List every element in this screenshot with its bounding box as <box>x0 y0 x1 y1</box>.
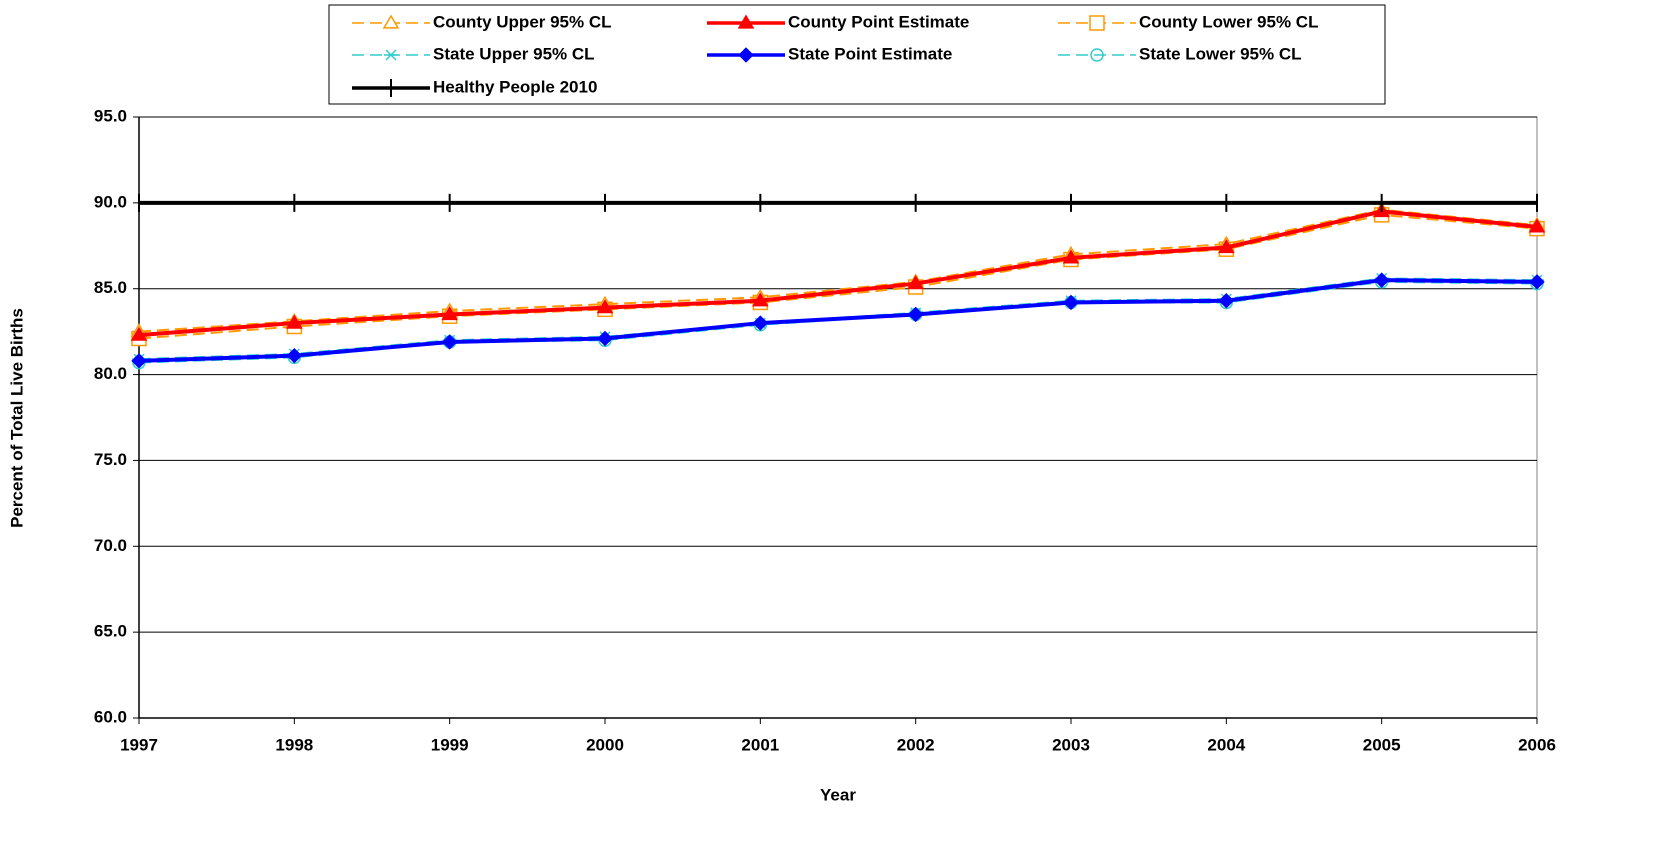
series-line <box>138 208 1538 333</box>
legend-item: State Lower 95% CL <box>1058 44 1302 63</box>
legend-item: State Point Estimate <box>707 44 952 63</box>
marker <box>907 306 924 323</box>
marker <box>752 315 769 331</box>
marker <box>382 14 400 29</box>
y-tick-label: 85.0 <box>94 278 127 297</box>
legend-label: County Point Estimate <box>788 12 969 31</box>
y-tick-label: 75.0 <box>94 450 127 469</box>
legend-label: State Point Estimate <box>788 44 952 63</box>
x-tick-label: 2005 <box>1363 735 1401 754</box>
marker <box>1090 48 1104 62</box>
y-tick-label: 90.0 <box>94 192 127 211</box>
marker <box>737 14 755 29</box>
marker <box>907 275 924 290</box>
legend-box <box>328 4 1386 105</box>
x-tick-label: 1998 <box>275 735 313 754</box>
legend-label: State Upper 95% CL <box>433 44 595 63</box>
legend-label: Healthy People 2010 <box>433 77 597 96</box>
x-tick-label: 2000 <box>586 735 624 754</box>
marker <box>1218 293 1235 309</box>
marker <box>738 47 754 63</box>
plot-area <box>138 116 1538 719</box>
legend-item: County Point Estimate <box>707 12 969 31</box>
y-tick-label: 80.0 <box>94 364 127 383</box>
marker <box>286 314 303 329</box>
legend-item: County Upper 95% CL <box>352 12 612 31</box>
y-tick-label: 60.0 <box>94 707 127 726</box>
marker <box>384 49 398 61</box>
marker <box>1528 218 1546 233</box>
y-tick-label: 65.0 <box>94 622 127 641</box>
marker <box>131 353 147 369</box>
y-tick-label: 95.0 <box>94 106 127 125</box>
series <box>130 202 1546 341</box>
x-tick-label: 2006 <box>1518 735 1556 754</box>
legend-label: State Lower 95% CL <box>1139 44 1302 63</box>
marker <box>130 326 148 341</box>
marker <box>1063 294 1079 311</box>
series <box>138 193 1538 212</box>
series <box>131 272 1545 369</box>
marker <box>1529 274 1545 290</box>
marker <box>441 305 458 321</box>
marker <box>1218 239 1235 254</box>
marker <box>1089 15 1105 31</box>
series-line <box>138 209 1538 338</box>
marker <box>286 347 303 364</box>
x-tick-label: 2004 <box>1207 735 1245 754</box>
x-axis-title: Year <box>820 785 856 804</box>
marker <box>1062 249 1080 264</box>
x-tick-label: 1999 <box>431 735 469 754</box>
legend-label: County Upper 95% CL <box>433 12 612 31</box>
y-tick-label: 70.0 <box>94 536 127 555</box>
x-tick-label: 2002 <box>897 735 935 754</box>
x-tick-label: 1997 <box>120 735 158 754</box>
legend-item: Healthy People 2010 <box>352 77 597 97</box>
y-axis-title: Percent of Total Live Births <box>7 308 26 528</box>
marker <box>752 292 769 307</box>
marker <box>1373 272 1390 288</box>
series-line <box>138 213 1538 340</box>
x-tick-label: 2003 <box>1052 735 1090 754</box>
series-line <box>138 278 1538 363</box>
marker <box>596 299 614 314</box>
legend-item: County Lower 95% CL <box>1058 12 1318 31</box>
legend-item: State Upper 95% CL <box>352 44 595 63</box>
x-tick-label: 2001 <box>741 735 779 754</box>
legend-label: County Lower 95% CL <box>1139 12 1318 31</box>
marker <box>441 334 458 350</box>
marker <box>597 330 613 347</box>
